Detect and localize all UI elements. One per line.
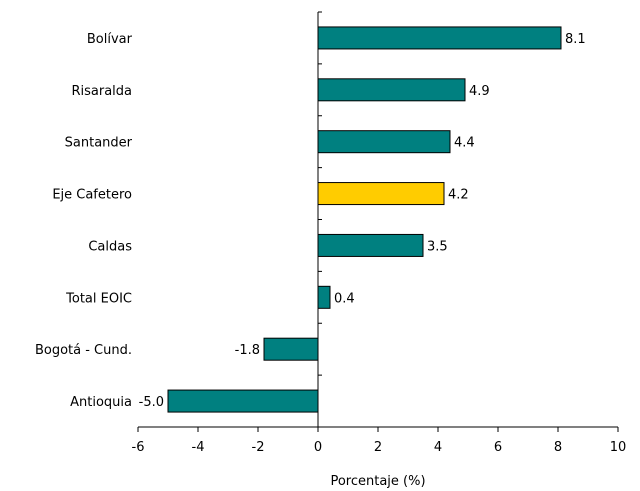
category-label: Total EOIC xyxy=(65,291,132,306)
category-label: Eje Cafetero xyxy=(52,188,132,203)
bar xyxy=(317,182,445,206)
category-label: Santander xyxy=(65,136,133,151)
category-label: Bolívar xyxy=(87,32,133,47)
category-label: Bogotá - Cund. xyxy=(35,343,132,358)
data-label: 8.1 xyxy=(565,32,586,47)
x-tick-label: 8 xyxy=(554,440,562,455)
x-tick-label: -6 xyxy=(132,440,145,455)
data-label: 4.2 xyxy=(448,188,469,203)
data-label: 0.4 xyxy=(334,291,355,306)
data-label: -1.8 xyxy=(235,343,260,358)
data-label: 4.9 xyxy=(469,84,490,99)
bar xyxy=(317,78,466,102)
x-tick-label: -2 xyxy=(252,440,265,455)
bar xyxy=(317,285,331,309)
bar xyxy=(317,233,424,257)
category-label: Antioquia xyxy=(70,395,132,410)
x-tick-label: -4 xyxy=(192,440,205,455)
x-axis-title: Porcentaje (%) xyxy=(330,474,425,489)
data-label: 3.5 xyxy=(427,239,448,254)
bar xyxy=(317,26,562,50)
data-label: -5.0 xyxy=(139,395,164,410)
bar xyxy=(317,130,451,154)
x-tick-label: 2 xyxy=(374,440,382,455)
category-label: Risaralda xyxy=(71,84,132,99)
bar xyxy=(167,389,319,413)
x-tick-label: 0 xyxy=(314,440,322,455)
bar xyxy=(263,337,319,361)
category-label: Caldas xyxy=(88,239,132,254)
x-tick-label: 6 xyxy=(494,440,502,455)
x-tick-label: 4 xyxy=(434,440,442,455)
chart-marks: -6 -4 -2 0 2 4 6 8 10 Bolívar 8.1 Risaralda 4.9 Santa… xyxy=(35,11,627,455)
x-tick-label: 10 xyxy=(610,440,627,455)
data-label: 4.4 xyxy=(454,136,475,151)
